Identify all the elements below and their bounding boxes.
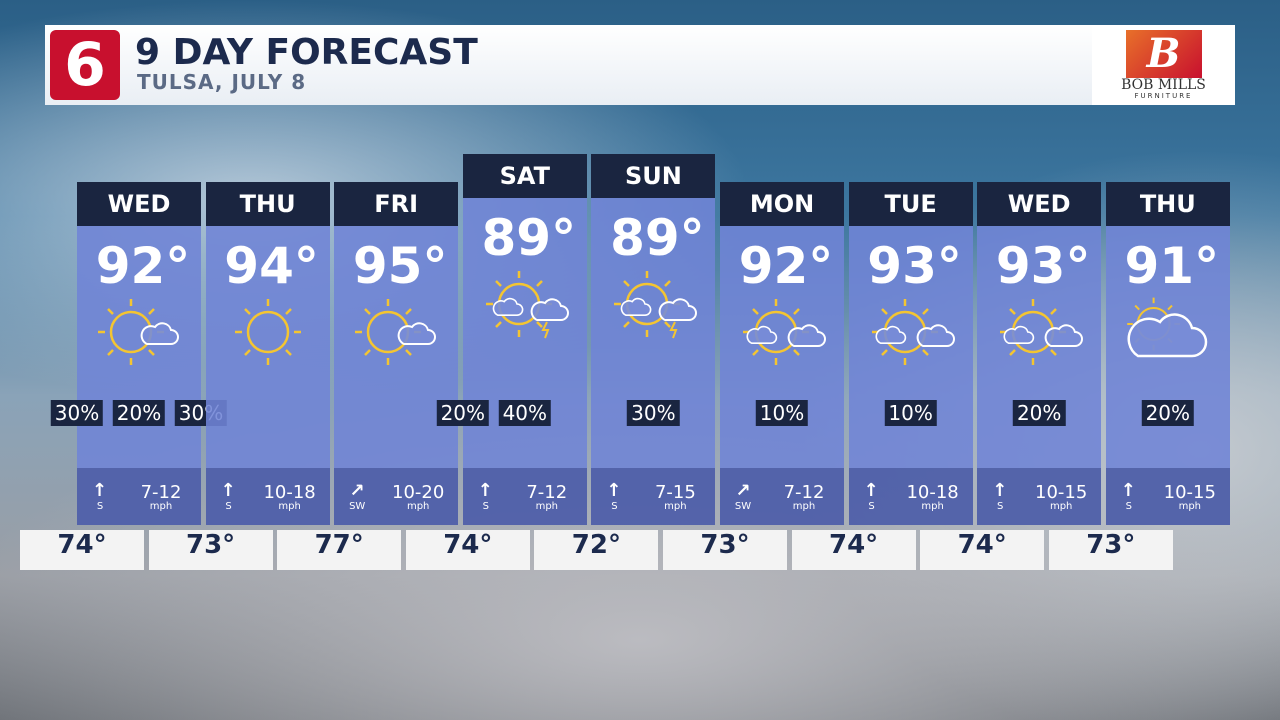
low-temp: 74° (791, 530, 916, 570)
wind-direction: S (997, 501, 1004, 512)
high-temp: 93° (867, 237, 962, 295)
high-temp: 89° (610, 209, 705, 267)
wind-unit: mph (792, 501, 816, 512)
day-name: FRI (334, 182, 459, 226)
low-temp: 73° (1048, 530, 1173, 570)
wind-band (334, 468, 459, 525)
day-name: SUN (591, 154, 716, 198)
header-bar (45, 25, 1235, 105)
wind-speed: 10-18 (263, 482, 316, 503)
wind-direction: S (482, 501, 489, 512)
wind-unit: mph (1049, 501, 1073, 512)
low-temp: 77° (277, 530, 402, 570)
weather-icon (463, 259, 587, 349)
wind-speed: 7-15 (654, 482, 696, 503)
wind-band (720, 468, 844, 525)
wind-band (77, 468, 201, 525)
wind-band (977, 468, 1102, 525)
title: 9 DAY FORECAST (135, 32, 478, 73)
rain-chance: 20% (1141, 400, 1195, 426)
wind-arrow: ↑ (477, 480, 493, 501)
wind-speed: 7-12 (526, 482, 568, 503)
rain-chance: 30% (50, 400, 104, 426)
high-temp: 89° (481, 209, 577, 267)
high-temp: 94° (224, 237, 319, 295)
wind-direction: S (868, 501, 875, 512)
high-temp: 91° (1124, 237, 1220, 295)
day-name: THU (1105, 182, 1230, 226)
day-name: THU (205, 182, 330, 226)
day-name: WED (977, 182, 1102, 226)
low-temp: 74° (405, 530, 530, 570)
wind-direction: S (611, 501, 618, 512)
wind-arrow: ↑ (606, 480, 622, 501)
day-name: SAT (462, 154, 587, 198)
day-name: MON (720, 182, 844, 226)
wind-speed: 10-15 (1163, 482, 1216, 503)
wind-band (848, 468, 973, 525)
weather-icon (206, 287, 330, 377)
high-temp: 95° (352, 237, 448, 295)
wind-arrow: ↑ (220, 480, 236, 501)
low-temp: 73° (148, 530, 273, 570)
day-name: WED (77, 182, 201, 226)
subtitle: TULSA, JULY 8 (137, 70, 307, 94)
sponsor: B BOB MILLS FURNITURE (1092, 25, 1235, 105)
weather-icon (849, 287, 973, 377)
low-temp: 72° (534, 530, 659, 570)
weather-icon (1106, 287, 1230, 377)
wind-arrow: ↑ (1120, 480, 1136, 501)
rain-chance: 40% (498, 400, 552, 426)
weather-icon (720, 287, 844, 377)
high-temp: 92° (738, 237, 834, 295)
wind-unit: mph (149, 501, 173, 512)
low-temp: 73° (663, 530, 787, 570)
wind-speed: 10-20 (392, 482, 445, 503)
weather-icon (334, 287, 458, 377)
wind-direction: S (1125, 501, 1132, 512)
wind-direction: S (225, 501, 232, 512)
weather-icon (77, 287, 201, 377)
sponsor-name: BOB MILLS (1121, 77, 1206, 93)
wind-arrow: ↑ (992, 480, 1008, 501)
wind-direction: SW (734, 501, 752, 512)
day-name: TUE (848, 182, 973, 226)
wind-band (205, 468, 330, 525)
weather-icon (591, 259, 715, 349)
wind-speed: 10-18 (906, 482, 959, 503)
wind-band (462, 468, 587, 525)
wind-band (591, 468, 716, 525)
wind-speed: 7-12 (783, 482, 825, 503)
wind-band (1105, 468, 1230, 525)
wind-speed: 10-15 (1035, 482, 1088, 503)
low-temp: 74° (20, 530, 144, 570)
rain-chance: 20% (1012, 400, 1066, 426)
rain-chance: 20% (112, 400, 166, 426)
wind-unit: mph (921, 501, 944, 512)
wind-unit: mph (664, 501, 687, 512)
wind-arrow: ↑ (92, 480, 108, 501)
sponsor-logo: B (1125, 30, 1202, 78)
wind-unit: mph (406, 501, 430, 512)
sponsor-tagline: FURNITURE (1134, 92, 1193, 100)
rain-chance: 10% (884, 400, 937, 426)
rain-chance: 20% (436, 400, 490, 426)
high-temp: 92° (95, 237, 191, 295)
station-logo: 6 (50, 30, 120, 100)
wind-unit: mph (278, 501, 301, 512)
wind-speed: 7-12 (140, 482, 182, 503)
wind-direction: S (96, 501, 104, 512)
high-temp: 93° (995, 237, 1091, 295)
wind-unit: mph (1178, 501, 1202, 512)
wind-arrow: ↑ (863, 480, 879, 501)
low-temp: 74° (920, 530, 1045, 570)
weather-icon (977, 287, 1101, 377)
wind-direction: SW (349, 501, 366, 512)
rain-chance: 10% (755, 400, 809, 426)
wind-unit: mph (535, 501, 559, 512)
rain-chance: 30% (627, 400, 680, 426)
